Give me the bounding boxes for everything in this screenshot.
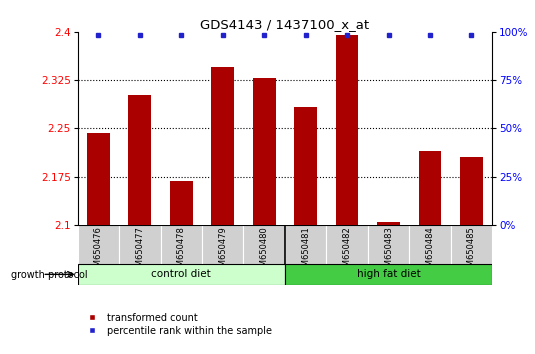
Bar [294, 107, 317, 225]
Bar [78, 264, 285, 285]
Bar [418, 151, 441, 225]
Bar [202, 225, 243, 264]
Bar [170, 181, 193, 225]
Bar [243, 225, 285, 264]
Text: high fat diet: high fat diet [357, 269, 421, 279]
Legend: transformed count, percentile rank within the sample: transformed count, percentile rank withi… [82, 313, 272, 336]
Text: growth protocol: growth protocol [11, 270, 87, 280]
Title: GDS4143 / 1437100_x_at: GDS4143 / 1437100_x_at [200, 18, 370, 31]
Text: GSM650478: GSM650478 [177, 226, 186, 277]
Text: GSM650482: GSM650482 [342, 226, 351, 277]
Bar [377, 222, 400, 225]
Bar [78, 225, 119, 264]
Text: GSM650485: GSM650485 [467, 226, 476, 277]
Text: GSM650480: GSM650480 [259, 226, 269, 277]
Bar [285, 225, 326, 264]
Bar [119, 225, 160, 264]
Bar [409, 225, 451, 264]
Text: GSM650476: GSM650476 [94, 226, 103, 277]
Bar [160, 225, 202, 264]
Text: control diet: control diet [151, 269, 211, 279]
Text: GSM650484: GSM650484 [425, 226, 434, 277]
Bar [335, 35, 358, 225]
Text: GSM650483: GSM650483 [384, 226, 393, 277]
Bar [368, 225, 409, 264]
Bar [128, 95, 151, 225]
Text: GSM650481: GSM650481 [301, 226, 310, 277]
Text: GSM650479: GSM650479 [218, 226, 227, 277]
Bar [253, 78, 276, 225]
Bar [460, 157, 483, 225]
Text: GSM650477: GSM650477 [135, 226, 144, 277]
Bar [87, 133, 110, 225]
Bar [211, 67, 234, 225]
Bar [326, 225, 368, 264]
Bar [285, 264, 492, 285]
Bar [450, 225, 492, 264]
